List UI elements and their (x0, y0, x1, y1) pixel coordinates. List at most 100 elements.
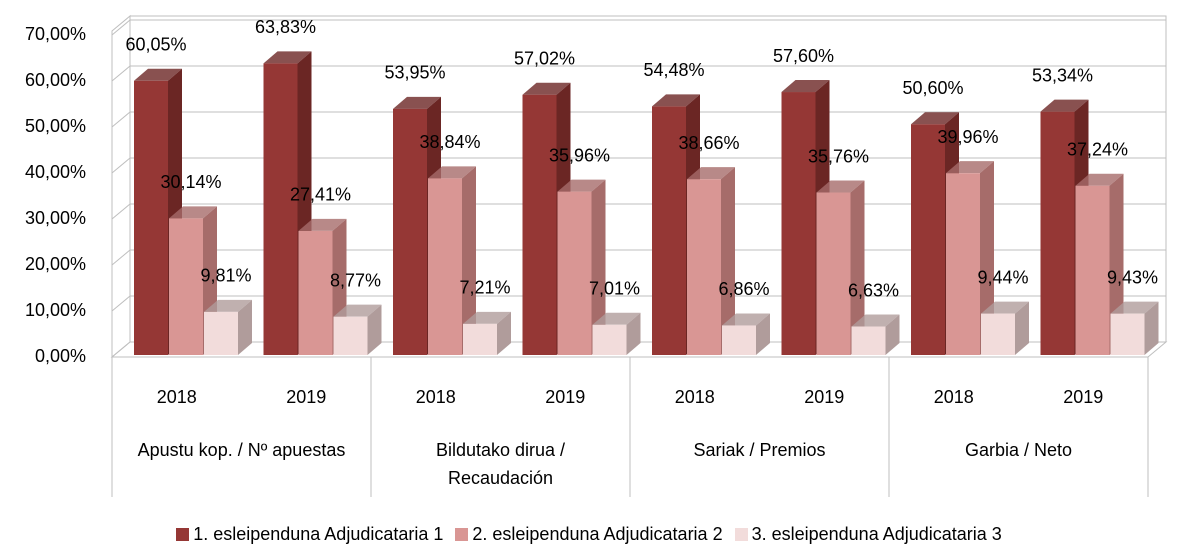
bar-top (557, 179, 606, 192)
bar-top (1075, 173, 1124, 186)
bar-top (1040, 99, 1089, 112)
y-tick-label: 50,00% (25, 116, 86, 136)
bar (722, 325, 756, 355)
bar-side (1144, 301, 1159, 355)
bar (169, 218, 203, 355)
value-label: 37,24% (1067, 139, 1128, 159)
legend-item: 3. esleipenduna Adjudicataria 3 (734, 524, 1002, 545)
legend-item: 2. esleipenduna Adjudicataria 2 (455, 524, 723, 545)
x-tick-label: 2018 (675, 387, 715, 407)
bar (981, 313, 1015, 355)
bar-top (263, 51, 312, 64)
bar (204, 311, 238, 355)
y-tick-label: 60,00% (25, 70, 86, 90)
bar (911, 124, 945, 356)
grid-line (111, 65, 1166, 82)
bar-side (1015, 301, 1029, 355)
bar (851, 326, 886, 355)
legend-swatch (734, 528, 748, 541)
value-label: 63,83% (255, 17, 316, 37)
bar (557, 191, 592, 355)
x-tick-label: 2019 (286, 387, 326, 407)
y-tick-label: 20,00% (25, 254, 86, 274)
value-label: 57,60% (773, 46, 834, 66)
bar-top (169, 206, 217, 219)
bar-side (238, 299, 252, 355)
bar (1110, 313, 1145, 355)
bar (1040, 111, 1075, 355)
bar-top (911, 112, 959, 125)
bar-top (851, 314, 900, 327)
value-label: 9,43% (1107, 267, 1158, 287)
group-label: Apustu kop. / Nº apuestas (137, 440, 346, 460)
value-label: 35,76% (808, 146, 869, 166)
x-tick-label: 2018 (157, 387, 197, 407)
bar (592, 324, 627, 355)
x-tick-label: 2019 (804, 387, 844, 407)
bar-side (497, 311, 511, 355)
bar-top (981, 301, 1029, 314)
bar (946, 173, 980, 355)
bar (652, 106, 686, 355)
bar (263, 63, 298, 356)
back-wall (130, 15, 1167, 342)
x-tick-label: 2019 (1063, 387, 1103, 407)
bar (522, 94, 557, 355)
legend: 1. esleipenduna Adjudicataria 1 2. esleip… (0, 524, 1178, 545)
y-tick-label: 10,00% (25, 300, 86, 320)
bar (781, 92, 816, 355)
legend-swatch (176, 528, 190, 541)
value-label: 50,60% (902, 78, 963, 98)
legend-item: 1. esleipenduna Adjudicataria 1 (176, 524, 443, 545)
group-label: Garbia / Neto (964, 440, 1073, 460)
bar (816, 192, 851, 355)
group-label: Sariak / Premios (693, 440, 826, 460)
value-label: 6,86% (718, 279, 769, 299)
y-tick-label: 0,00% (35, 346, 86, 366)
legend-label: 1. esleipenduna Adjudicataria 1 (193, 524, 444, 544)
bar-top (333, 304, 382, 317)
bar-side (885, 314, 900, 355)
bar (393, 108, 427, 355)
bar-top (781, 80, 830, 93)
bar-top (592, 312, 641, 325)
value-label: 60,05% (125, 35, 186, 55)
bar-top (428, 166, 476, 179)
value-label: 57,02% (514, 48, 575, 68)
bar-top (1110, 301, 1159, 314)
bar-side (626, 312, 641, 355)
grid-line (111, 19, 1166, 36)
bar-top (652, 94, 700, 107)
x-tick-label: 2019 (545, 387, 585, 407)
value-label: 53,34% (1032, 65, 1093, 85)
value-label: 38,66% (678, 133, 739, 153)
value-label: 9,81% (200, 266, 251, 286)
bar (428, 178, 462, 355)
bar (1075, 185, 1110, 355)
bar-top (298, 218, 347, 231)
value-label: 54,48% (643, 60, 704, 80)
bar-side (367, 304, 382, 355)
value-label: 53,95% (384, 63, 445, 83)
value-label: 39,96% (937, 127, 998, 147)
value-label: 30,14% (160, 172, 221, 192)
value-label: 6,63% (848, 280, 899, 300)
value-label: 7,01% (589, 279, 640, 299)
y-tick-label: 70,00% (25, 24, 86, 44)
bar (333, 316, 368, 355)
bar (298, 230, 333, 355)
bar-side (462, 166, 476, 355)
value-label: 9,44% (977, 267, 1028, 287)
bar-top (204, 299, 252, 312)
group-label: Bildutako dirua / Recaudación (435, 440, 566, 488)
value-label: 7,21% (459, 278, 510, 298)
bar (463, 323, 497, 355)
value-label: 38,84% (419, 132, 480, 152)
bar-top (722, 313, 770, 326)
x-tick-label: 2018 (416, 387, 456, 407)
value-label: 35,96% (549, 145, 610, 165)
bar-top (134, 68, 182, 81)
bar-side (850, 180, 865, 355)
